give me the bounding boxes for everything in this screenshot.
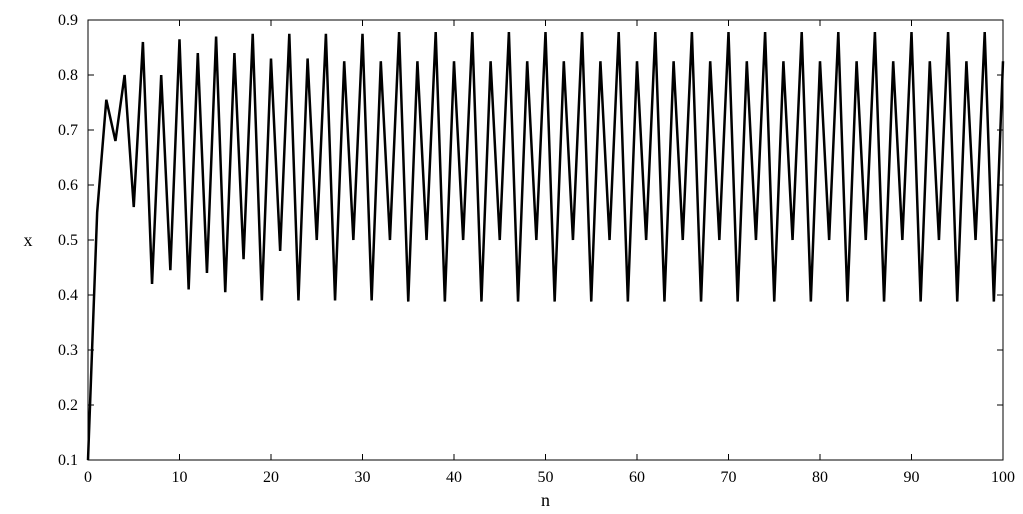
y-tick-label: 0.3	[58, 342, 78, 359]
y-tick-label: 0.4	[58, 287, 78, 304]
y-tick-label: 0.6	[58, 177, 78, 194]
x-tick-label: 0	[84, 469, 92, 486]
y-tick-label: 0.2	[58, 397, 78, 414]
x-tick-label: 20	[263, 469, 279, 486]
y-axis-label: x	[24, 230, 33, 250]
y-tick-label: 0.7	[58, 122, 78, 139]
x-tick-label: 90	[904, 469, 920, 486]
x-tick-label: 80	[812, 469, 828, 486]
chart-svg: 0 10 20 30 40 50 60 70 80 90 100 0.1 0.2 0.3 0.4 0.5 0.6…	[0, 0, 1023, 514]
x-tick-label: 10	[172, 469, 188, 486]
y-tick-label: 0.5	[58, 232, 78, 249]
line-chart: 0 10 20 30 40 50 60 70 80 90 100 0.1 0.2 0.3 0.4 0.5 0.6…	[0, 0, 1023, 514]
y-tick-label: 0.9	[58, 12, 78, 29]
y-tick-label: 0.8	[58, 67, 78, 84]
y-tick-label: 0.1	[58, 452, 78, 469]
x-tick-label: 100	[991, 469, 1015, 486]
x-tick-label: 40	[446, 469, 462, 486]
x-axis-label: n	[541, 490, 550, 510]
x-tick-label: 70	[721, 469, 737, 486]
x-tick-label: 50	[538, 469, 554, 486]
x-tick-label: 60	[629, 469, 645, 486]
x-tick-label: 30	[355, 469, 371, 486]
